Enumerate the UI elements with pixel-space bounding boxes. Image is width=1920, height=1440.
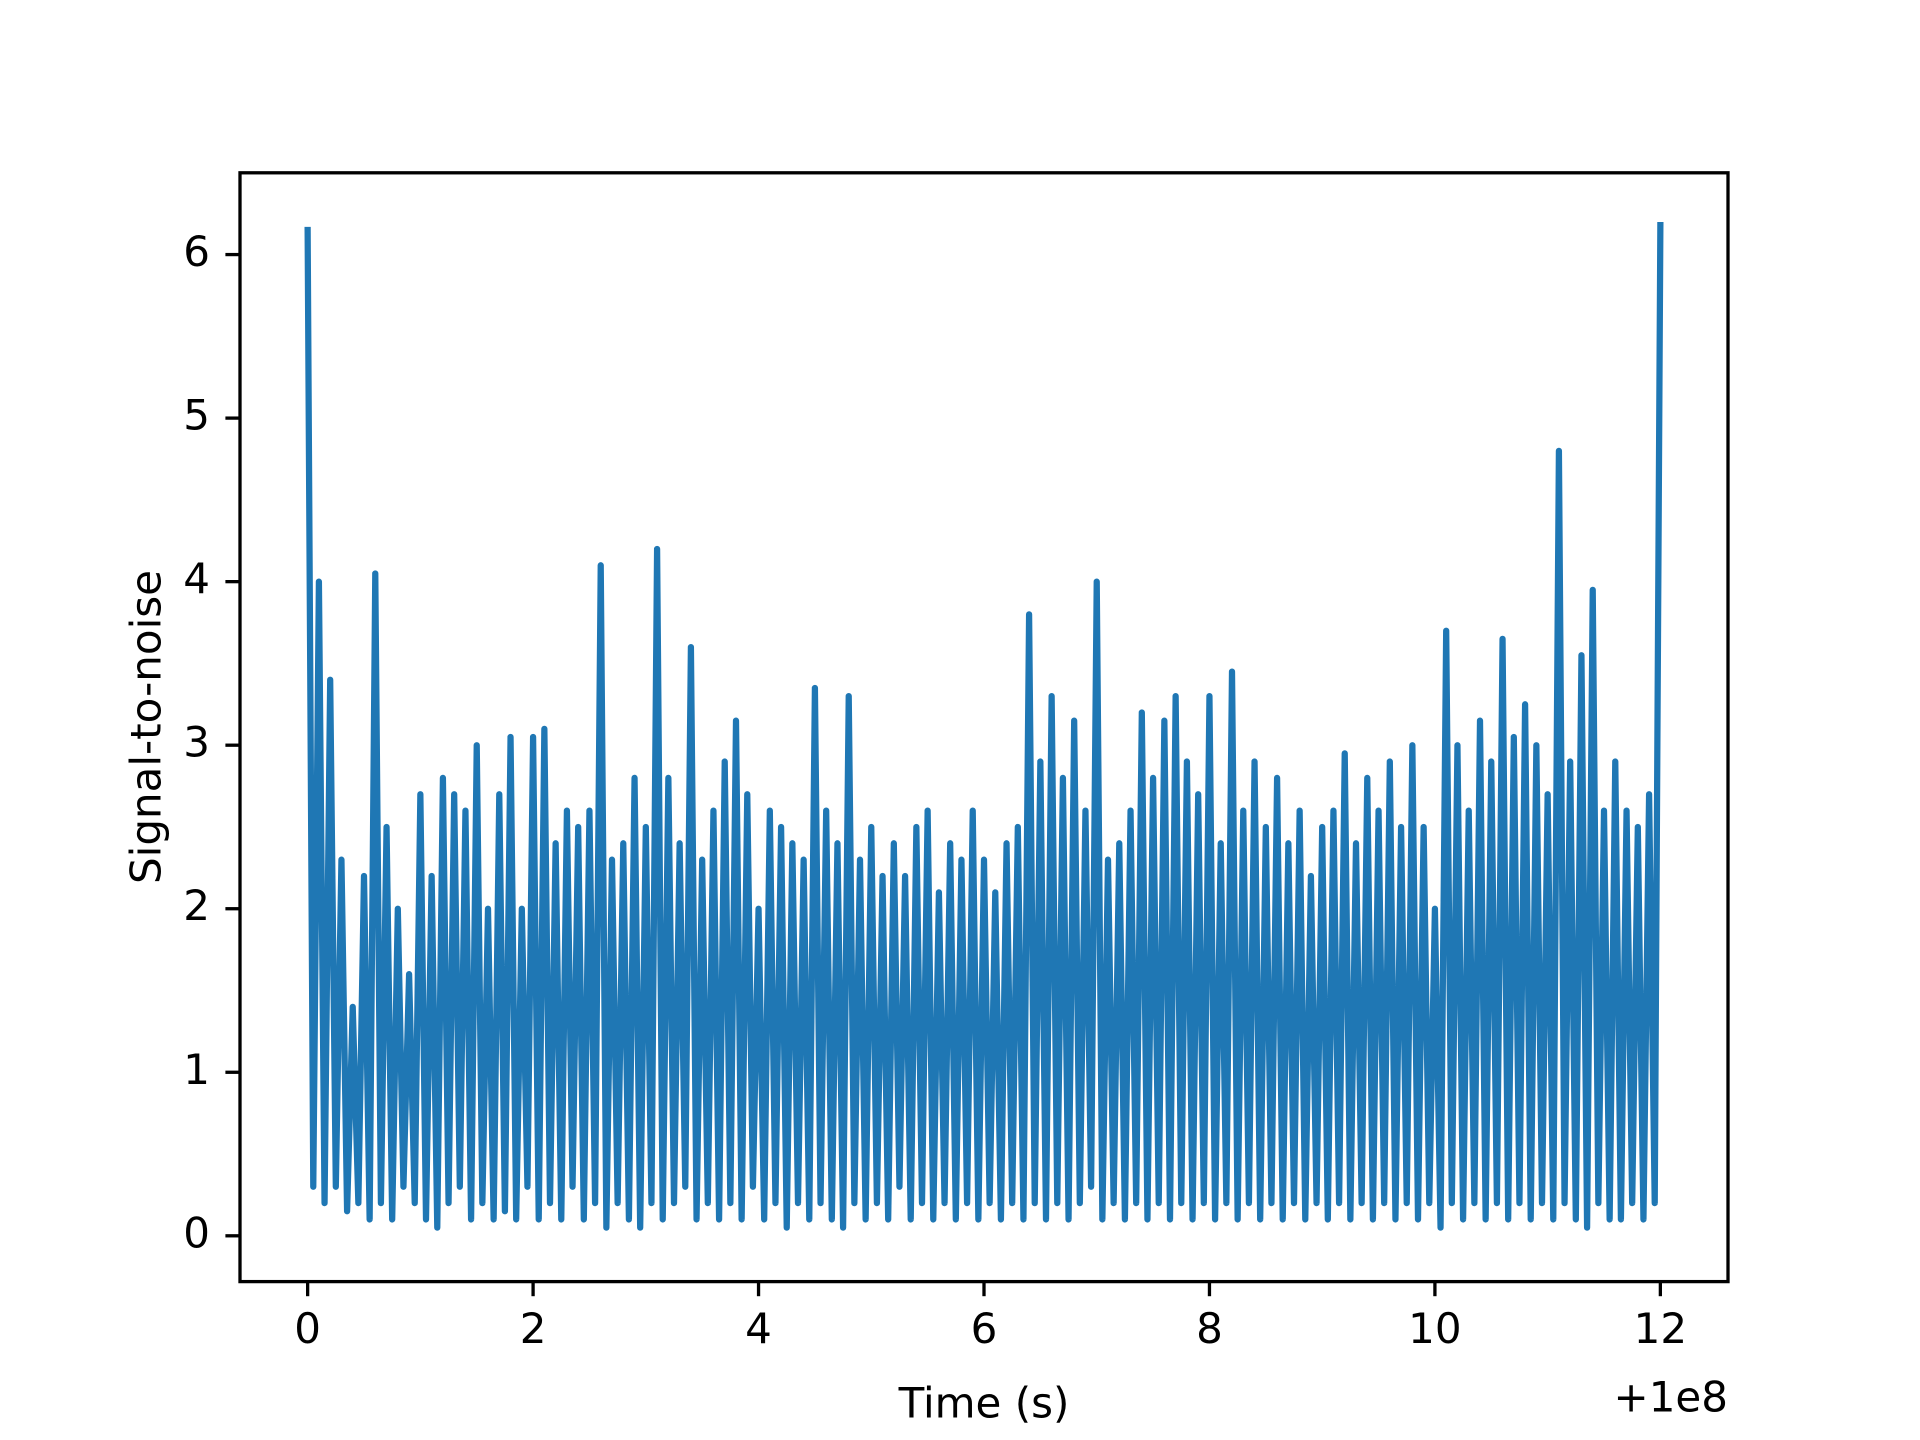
- y-axis-label: Signal-to-noise: [122, 570, 171, 884]
- x-tick-label: 8: [1196, 1304, 1223, 1353]
- x-tick-label: 2: [520, 1304, 547, 1353]
- x-tick-label: 6: [971, 1304, 998, 1353]
- x-axis-label: Time (s): [898, 1379, 1070, 1428]
- y-tick-label: 5: [183, 391, 210, 440]
- y-tick-label: 1: [183, 1045, 210, 1094]
- data-line: [304, 221, 1664, 1231]
- x-offset-text: +1e8: [1614, 1373, 1728, 1422]
- y-tick-label: 0: [183, 1208, 210, 1257]
- y-tick-label: 3: [183, 718, 210, 767]
- y-tick-label: 2: [183, 881, 210, 930]
- x-tick-label: 10: [1408, 1304, 1461, 1353]
- y-tick-label: 4: [183, 554, 210, 603]
- x-tick-label: 0: [294, 1304, 321, 1353]
- x-tick-label: 4: [745, 1304, 772, 1353]
- y-tick-label: 6: [183, 227, 210, 276]
- x-tick-label: 12: [1634, 1304, 1687, 1353]
